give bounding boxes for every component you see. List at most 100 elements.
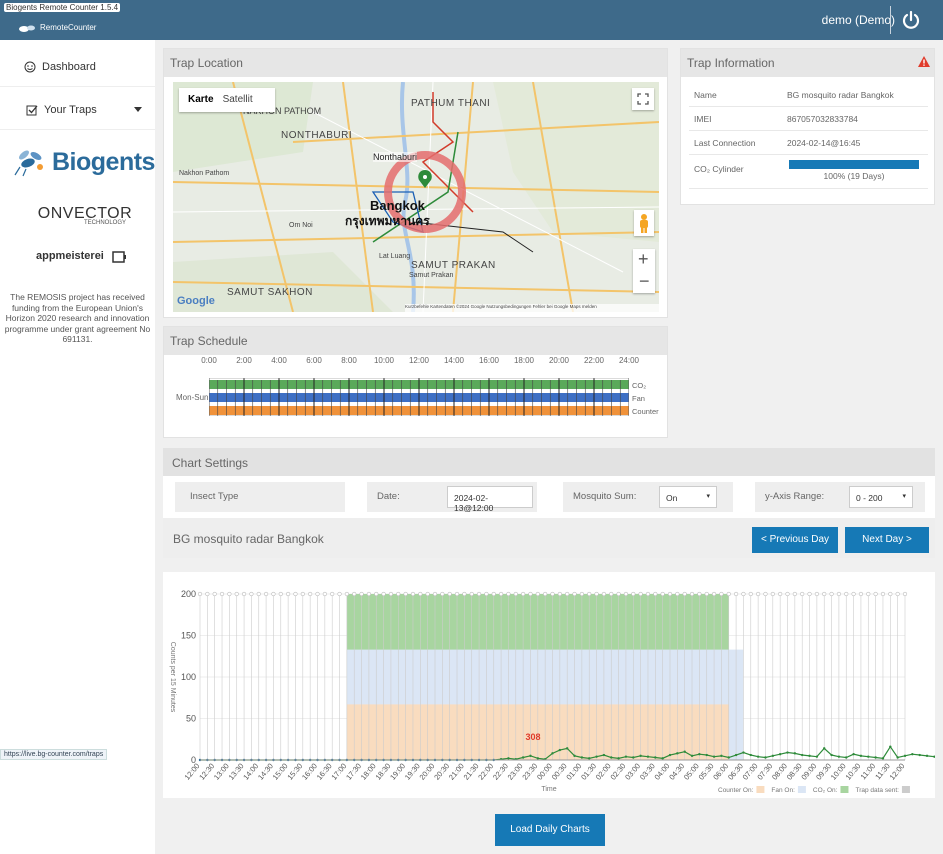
data-sent-marker (609, 591, 614, 597)
counts-point (668, 753, 672, 757)
power-icon[interactable] (900, 9, 922, 31)
info-key: CO₂ Cylinder (694, 164, 744, 174)
schedule-row-label: Mon-Sun (176, 393, 209, 402)
dashboard-icon (24, 61, 36, 72)
sidebar-item-dashboard[interactable]: Dashboard (0, 47, 155, 87)
data-sent-marker (300, 591, 305, 597)
load-daily-charts-button[interactable]: Load Daily Charts (495, 814, 605, 846)
map-label-bangkok: Bangkok (370, 198, 425, 213)
schedule-time-label: 0:00 (201, 356, 217, 365)
counts-point (712, 755, 716, 758)
counts-point (734, 753, 738, 757)
data-sent-marker (697, 591, 702, 597)
zoom-out-button[interactable]: − (639, 271, 650, 291)
map-label-om-noi: Om Noi (289, 222, 313, 229)
data-sent-marker (308, 591, 313, 597)
data-sent-marker (763, 591, 768, 597)
counts-point (786, 751, 789, 754)
map-canvas[interactable] (173, 82, 659, 312)
counts-point (624, 755, 628, 758)
onvector-logo-sub: TECHNOLOGY (83, 220, 126, 226)
map-label-lat-luang: Lat Luang (379, 253, 411, 260)
x-tick-label: 05:30 (697, 762, 716, 782)
x-tick-label: 09:30 (814, 762, 833, 782)
schedule-grid[interactable] (209, 378, 629, 416)
data-sent-marker (785, 591, 790, 597)
biogents-bird-icon (19, 25, 35, 32)
data-sent-marker (836, 591, 842, 597)
info-row-last-connection: Last Connection 2024-02-14@16:45 (689, 131, 928, 155)
mosquito-sum-field: Mosquito Sum: On ▾ (563, 482, 733, 512)
counts-point (881, 757, 885, 760)
warning-icon[interactable] (918, 56, 930, 67)
counts-point (521, 756, 525, 759)
x-tick-label: 14:00 (241, 762, 260, 782)
main-content: Trap Location (155, 40, 943, 854)
y-tick-label: 50 (186, 714, 196, 724)
counts-point (837, 755, 841, 758)
data-sent-marker (579, 591, 584, 597)
x-tick-label: 00:00 (535, 762, 554, 782)
map-label-samut-prakan-city: Samut Prakan (409, 272, 454, 279)
map[interactable]: PATHUM THANI NONTHABURI NAKHON PATHOM No… (173, 82, 659, 312)
data-sent-marker (263, 591, 269, 597)
counts-point (742, 751, 745, 754)
x-tick-label: 06:30 (726, 762, 745, 782)
data-sent-marker (829, 591, 834, 597)
pegman-icon (640, 214, 648, 233)
map-footer[interactable]: Kurzbefehle Kartendaten ©2024 Google Nut… (405, 304, 659, 312)
x-tick-label: 16:00 (300, 762, 319, 782)
app-logo[interactable]: Biogents Remote Counter 1.5.4 RemoteCoun… (4, 3, 121, 32)
biogents-logo: Biogents (14, 143, 155, 183)
data-sent-marker (741, 591, 746, 597)
data-sent-marker (601, 591, 607, 597)
data-sent-marker (418, 591, 423, 597)
data-sent-marker (844, 591, 849, 597)
data-sent-marker (227, 591, 232, 597)
date-label: Date: (377, 491, 400, 502)
data-sent-marker (454, 591, 460, 597)
previous-day-button[interactable]: < Previous Day (752, 527, 838, 553)
data-sent-marker (256, 591, 261, 597)
map-tab-satellit[interactable]: Satellit (222, 94, 253, 105)
counts-point (617, 757, 620, 760)
data-sent-marker (616, 591, 621, 597)
x-tick-label: 18:30 (374, 762, 393, 782)
next-day-button[interactable]: Next Day > (845, 527, 929, 553)
sidebar-item-your-traps[interactable]: Your Traps (0, 90, 155, 130)
schedule-channel-fan: Fan (632, 394, 645, 403)
y-axis-range-select[interactable]: 0 - 200 ▾ (849, 486, 913, 508)
data-sent-marker (858, 591, 864, 597)
x-tick-label: 12:30 (197, 762, 216, 782)
user-name[interactable]: demo (Demo) (821, 13, 895, 27)
insect-type-field[interactable]: Insect Type (175, 482, 345, 512)
fullscreen-button[interactable] (632, 88, 654, 110)
data-sent-marker (631, 591, 636, 597)
counts-point (823, 747, 826, 750)
x-tick-label: 10:30 (844, 762, 863, 782)
zoom-in-button[interactable]: + (638, 249, 649, 269)
x-axis-label: Time (541, 786, 556, 793)
data-sent-marker (197, 591, 203, 597)
onvector-logo: ONVECTOR TECHNOLOGY (35, 205, 135, 231)
data-sent-marker (653, 591, 658, 597)
counts-point (918, 753, 921, 757)
legend-label: Counter On: (718, 787, 754, 794)
legend-swatch (756, 786, 765, 793)
x-tick-label: 02:00 (594, 762, 613, 782)
street-view-button[interactable] (634, 210, 654, 236)
data-sent-marker (425, 591, 430, 597)
data-sent-marker (719, 591, 724, 597)
checkbox-icon (26, 105, 38, 115)
counts-point (749, 753, 752, 757)
date-input[interactable]: 2024-02-13@12:00 (447, 486, 533, 513)
appmeisterei-logo: appmeisterei (36, 250, 136, 266)
map-tab-karte[interactable]: Karte (188, 94, 214, 105)
counts-point (933, 755, 936, 758)
counts-point (551, 752, 554, 755)
info-key: IMEI (694, 114, 712, 124)
data-sent-marker (396, 591, 401, 597)
co2-progress-track (789, 160, 919, 169)
activity-chart[interactable]: 05010015020030812:0012:3013:0013:3014:00… (163, 572, 943, 798)
mosquito-sum-select[interactable]: On ▾ (659, 486, 717, 508)
